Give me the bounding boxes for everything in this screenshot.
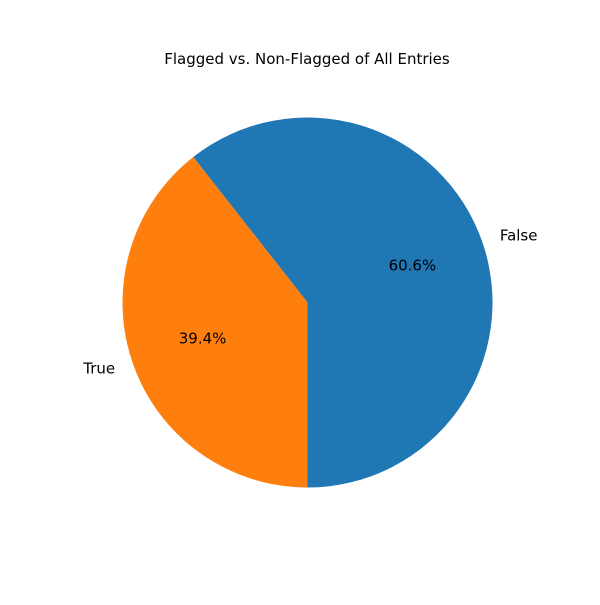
chart-title: Flagged vs. Non-Flagged of All Entries: [164, 50, 450, 68]
pie-slice-false: [193, 117, 493, 488]
slice-percent-false: 60.6%: [389, 257, 437, 275]
slice-label-true: True: [82, 360, 115, 378]
pie-slice-true: [122, 157, 308, 488]
slice-label-false: False: [500, 226, 538, 244]
pie-slices: [122, 117, 493, 488]
pie-labels: False 60.6% True 39.4%: [82, 226, 537, 377]
slice-percent-true: 39.4%: [179, 329, 227, 347]
